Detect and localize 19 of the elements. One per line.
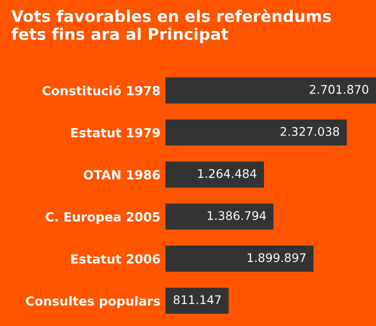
bar <box>165 246 314 272</box>
data-label: 1.264.484 <box>198 169 256 178</box>
bar <box>165 288 229 314</box>
y-tick-label: Estatut 1979 <box>71 128 160 138</box>
y-tick-label: C. Europea 2005 <box>46 212 160 224</box>
bar <box>165 77 376 104</box>
y-tick-label: Consultes populars <box>26 296 160 308</box>
data-label: 2.327.038 <box>280 127 340 136</box>
data-label: 1.899.897 <box>248 253 306 262</box>
data-label: 811.147 <box>174 295 221 304</box>
data-label: 1.386.794 <box>208 211 266 220</box>
bar <box>165 162 264 188</box>
bar <box>165 119 347 146</box>
y-tick-label: Estatut 2006 <box>71 254 160 264</box>
data-label: 2.701.870 <box>310 84 368 94</box>
bar <box>165 204 274 230</box>
y-tick-label: OTAN 1986 <box>84 170 160 180</box>
y-tick-label: Constitució 1978 <box>42 85 160 96</box>
chart-title: Vots favorables en els referèndums fets fins ara al Principat <box>11 9 331 44</box>
